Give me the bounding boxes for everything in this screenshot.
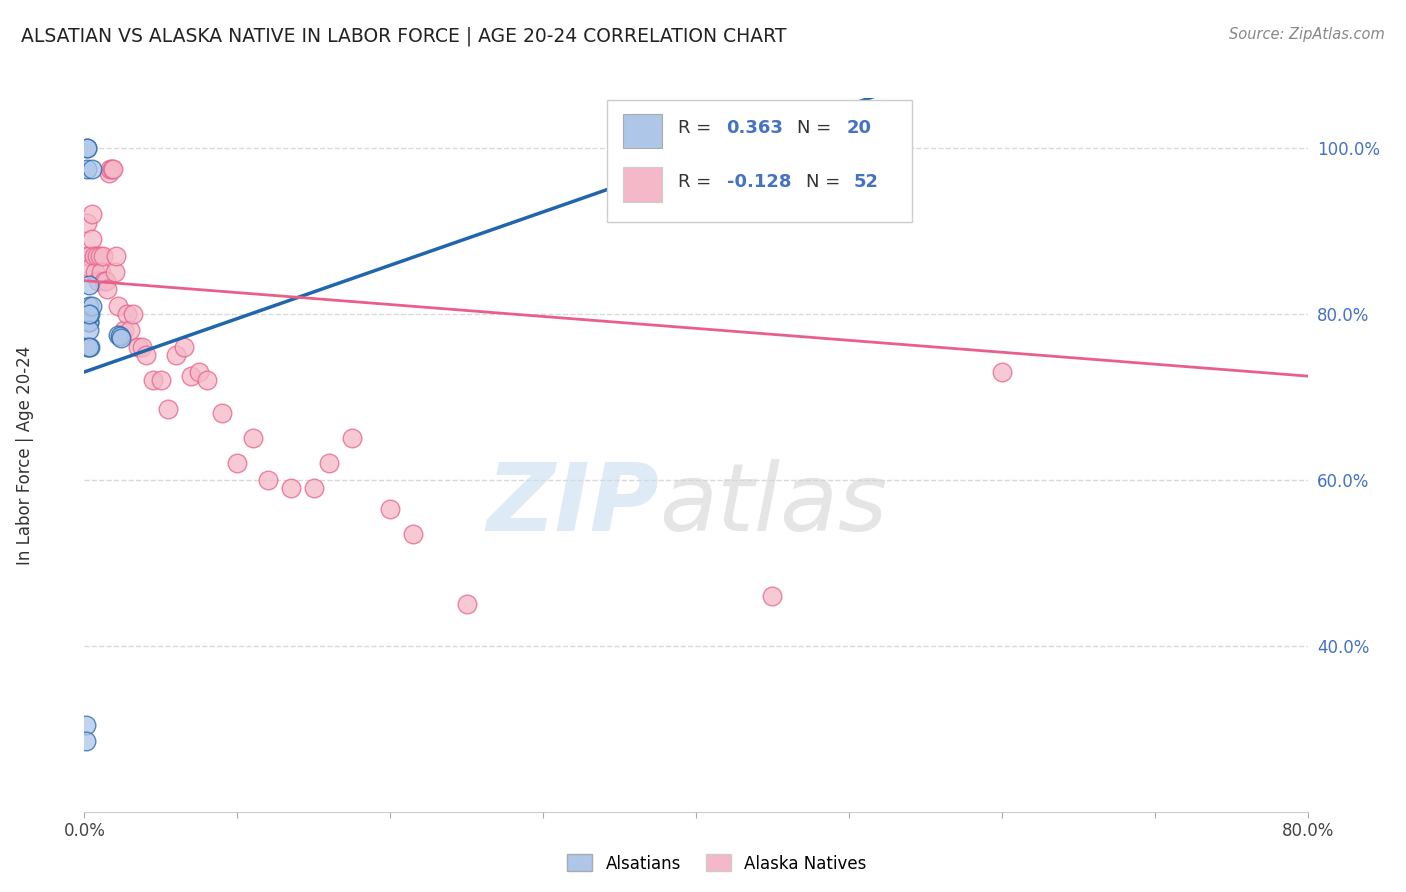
Bar [623, 114, 662, 148]
Point [79, 340, 101, 354]
Point [80, 161, 103, 176]
Point [79, 261, 101, 276]
Point [107, 299, 129, 313]
Point [89, 249, 111, 263]
Point [77, 277, 100, 292]
Point [94, 274, 117, 288]
Point [76, 141, 98, 155]
Point [87, 274, 110, 288]
Point [77, 315, 100, 329]
Point [80, 232, 103, 246]
Point [79, 307, 101, 321]
Point [103, 161, 125, 176]
Point [280, 481, 302, 495]
Point [76, 216, 98, 230]
Point [104, 265, 127, 279]
Point [122, 307, 145, 321]
Text: R =: R = [678, 173, 711, 191]
Text: atlas: atlas [659, 459, 887, 550]
Point [165, 348, 187, 362]
Point [115, 307, 138, 321]
Point [80, 299, 103, 313]
Point [402, 526, 425, 541]
Point [149, 373, 172, 387]
Point [257, 473, 280, 487]
Point [77, 323, 100, 337]
Point [86, 249, 108, 263]
Point [101, 161, 124, 176]
Bar [623, 168, 662, 202]
Point [226, 456, 249, 470]
Point [75, 734, 97, 748]
Text: Source: ZipAtlas.com: Source: ZipAtlas.com [1229, 27, 1385, 42]
Point [75, 717, 97, 731]
Point [188, 365, 211, 379]
Point [112, 323, 135, 337]
Point [105, 249, 128, 263]
Point [98, 161, 121, 176]
Point [195, 373, 218, 387]
Point [173, 340, 195, 354]
Point [110, 331, 132, 345]
Legend: Alsatians, Alaska Natives: Alsatians, Alaska Natives [561, 847, 873, 880]
Text: 52: 52 [853, 173, 879, 191]
Point [77, 340, 100, 354]
Point [242, 431, 264, 445]
Point [77, 299, 100, 313]
Point [107, 327, 129, 342]
Point [91, 249, 114, 263]
Point [96, 282, 118, 296]
Point [131, 340, 153, 354]
Point [76, 141, 98, 155]
Text: In Labor Force | Age 20-24: In Labor Force | Age 20-24 [17, 345, 34, 565]
Point [97, 166, 120, 180]
Point [93, 274, 115, 288]
Text: -0.128: -0.128 [727, 173, 792, 191]
FancyBboxPatch shape [606, 100, 912, 221]
Text: 0.363: 0.363 [727, 120, 783, 137]
Point [157, 402, 180, 417]
Point [83, 249, 105, 263]
Text: ZIP: ZIP [486, 458, 659, 551]
Point [302, 481, 325, 495]
Point [761, 589, 783, 603]
Point [76, 340, 98, 354]
Point [84, 265, 107, 279]
Text: ALSATIAN VS ALASKA NATIVE IN LABOR FORCE | AGE 20-24 CORRELATION CHART: ALSATIAN VS ALASKA NATIVE IN LABOR FORCE… [21, 27, 786, 46]
Text: 20: 20 [846, 120, 872, 137]
Point [127, 340, 149, 354]
Point [90, 265, 112, 279]
Point [77, 307, 100, 321]
Point [77, 249, 100, 263]
Point [76, 161, 98, 176]
Point [142, 373, 165, 387]
Point [456, 597, 478, 611]
Point [318, 456, 340, 470]
Point [211, 406, 233, 420]
Point [77, 315, 100, 329]
Point [135, 348, 157, 362]
Point [180, 369, 202, 384]
Point [75, 249, 97, 263]
Point [380, 501, 402, 516]
Point [110, 327, 132, 342]
Text: N =: N = [806, 173, 841, 191]
Point [991, 365, 1014, 379]
Text: N =: N = [797, 120, 832, 137]
Text: R =: R = [678, 120, 711, 137]
Point [120, 323, 142, 337]
Point [108, 329, 131, 343]
Point [80, 207, 103, 221]
Point [340, 431, 363, 445]
